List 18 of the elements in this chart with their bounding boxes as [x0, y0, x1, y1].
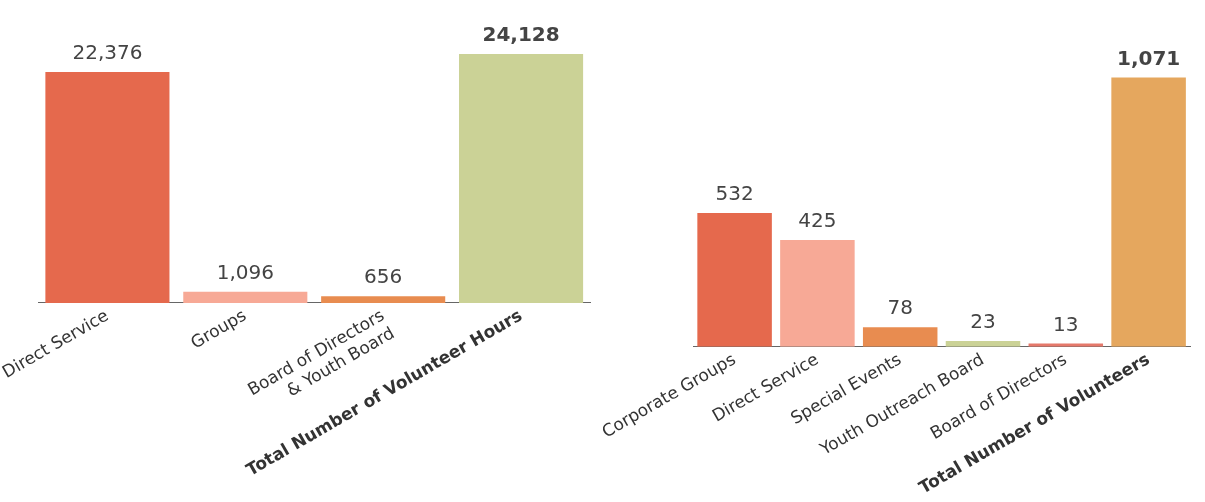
data-label: 425 — [798, 208, 837, 233]
data-label: 23 — [970, 309, 996, 334]
data-label: 22,376 — [72, 40, 143, 65]
data-label: 1,096 — [216, 259, 274, 284]
bar — [45, 72, 170, 303]
data-label: 13 — [1053, 311, 1079, 336]
bar — [1111, 77, 1186, 347]
bar — [321, 296, 446, 303]
bar — [780, 239, 855, 347]
bar — [862, 327, 938, 347]
bar — [183, 291, 308, 303]
data-label: 1,071 — [1116, 45, 1181, 70]
data-label: 532 — [715, 181, 754, 206]
bar — [697, 213, 772, 347]
bar — [459, 54, 584, 303]
data-label: 24,128 — [482, 22, 560, 47]
data-label: 78 — [887, 295, 913, 320]
data-label: 656 — [364, 264, 403, 289]
